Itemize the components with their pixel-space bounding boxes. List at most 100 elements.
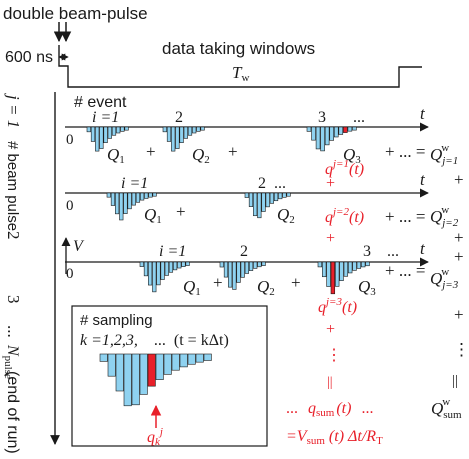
red-equals: || — [327, 375, 333, 390]
row-1-i-label-3: 3 — [318, 109, 326, 126]
sampling-inset — [71, 305, 268, 447]
row-3-pulse-1-bar — [181, 261, 186, 267]
row-2-sum-eq: + ... = — [385, 207, 425, 226]
row-2-pulse-1-bar — [148, 192, 153, 198]
row-3-i-label-1: i =1 — [159, 243, 186, 260]
right-plus-4: + — [454, 305, 464, 324]
row-3-pulse-1-bar — [143, 261, 149, 277]
sampling-bars — [99, 353, 212, 407]
row-3-pulse-3-bar — [330, 261, 336, 295]
row-1-pulse-1-bar — [86, 126, 91, 133]
row-3-pulse-1-bar — [152, 261, 157, 293]
row-1-zero: 0 — [66, 132, 74, 148]
row-2-charge-1: Q1 — [144, 205, 162, 226]
row-2-pulse-1-bar — [152, 192, 157, 197]
row-3-pulse-1-bar — [168, 261, 174, 273]
row-1-pulse-1-bar — [95, 126, 100, 152]
row-2-charge-2: Q2 — [277, 205, 295, 226]
row-2-right-plus: + — [454, 228, 464, 247]
row-1-pulse-1-bar — [124, 126, 129, 131]
red-plus-4: + — [326, 321, 335, 338]
row-2-zero: 0 — [66, 198, 74, 214]
sampling-k-list: k =1,2,3,... (t = kΔt) — [80, 332, 229, 349]
row-1-pulse-3-bar — [343, 126, 348, 133]
pulse-2-label: 2 — [4, 231, 23, 240]
row-3-pulse-3-bar — [335, 261, 340, 287]
row-3-charge-1: Q1 — [183, 277, 201, 298]
row-2-plus-1: + — [176, 202, 186, 221]
header-label: double beam-pulse — [3, 4, 148, 23]
row-2-pulse-2-bar — [244, 192, 249, 198]
row-2-window-charge: Qw j=2 — [430, 204, 459, 229]
row-2-pulse-1-bar — [140, 192, 145, 201]
row-1-charge-1: Q1 — [107, 145, 125, 166]
row-3-pulse-2-bar — [261, 261, 266, 266]
row-1-sum-eq: + ... = — [385, 142, 425, 161]
row-1-i-label-1: i =1 — [92, 109, 119, 126]
row-3-sum-eq: + ... = — [385, 261, 425, 280]
row-1-pulse-3-bar — [320, 126, 325, 152]
window-width-label: Tw — [232, 63, 249, 84]
row-2-pulse-1-bar — [110, 192, 116, 206]
row-3-pulse-3-bar — [352, 261, 357, 271]
event-heading: # event — [74, 94, 127, 111]
row-3-pulse-3-bar — [348, 261, 353, 274]
row-3-pulse-2-bar — [248, 261, 254, 271]
row-3-pulse-1-bar — [164, 261, 169, 276]
row-1-pulse-3-bar — [347, 126, 353, 132]
row-1-pulse-1-bar — [103, 126, 108, 143]
row-1-pulse-2-bar — [183, 126, 188, 139]
row-3-window-charge: Qw j=3 — [430, 266, 459, 291]
row-3-pulse-3-bar — [322, 261, 327, 278]
row-2-pulse-2-bar — [261, 192, 266, 212]
row-3-pulses — [139, 261, 370, 295]
sampling-pulse-bar — [187, 353, 196, 365]
sampling-pulse-bar — [123, 353, 132, 407]
row-1-pulse-3-bar — [352, 126, 357, 131]
row-3-pulse-3-bar — [356, 261, 362, 269]
row-3-pulse-2-bar — [232, 261, 237, 290]
row-3-red-q: qj=3(t) — [318, 296, 357, 316]
row-1-pulse-3-bar — [306, 126, 312, 132]
run-charge-label: Qw sum — [431, 396, 462, 421]
row-1-pulse-3-bar — [324, 126, 330, 146]
row-2-pulse-2-bar — [282, 192, 287, 198]
row-3-pulse-2-bar — [244, 261, 249, 274]
row-3-zero: 0 — [66, 266, 74, 282]
row-3-i-label-2: 2 — [240, 243, 248, 260]
row-2-red-q: qj=2(t) — [325, 206, 364, 226]
row-3-pulse-2-bar — [228, 261, 233, 288]
gap-label: 600 ns — [5, 49, 53, 66]
row-1-pulse-2-bar — [187, 126, 193, 136]
row-3-pulse-3-bar — [343, 261, 349, 277]
row-2-pulses — [106, 192, 291, 221]
row-2-pulse-1-bar — [131, 192, 136, 206]
row-3-charge-3: Q3 — [358, 277, 376, 298]
row-2-pulse-2-bar — [269, 192, 274, 204]
row-3-pulse-2-bar — [253, 261, 258, 269]
row-1-right-plus: + — [454, 170, 464, 189]
row-2-pulse-2-bar — [273, 192, 279, 202]
sampling-pulse-bar — [203, 353, 212, 361]
row-2-pulse-1-bar — [144, 192, 149, 199]
row-1-pulse-3-bar — [315, 126, 321, 150]
row-3-v-label: V — [73, 238, 85, 255]
row-3-pulse-1-bar — [177, 261, 182, 269]
row-1-charge-2: Q2 — [192, 145, 210, 166]
row-1-plus-2: + — [228, 142, 238, 161]
row-3-charge-2: Q2 — [257, 277, 275, 298]
row-3-pulse-3-bar — [326, 261, 331, 287]
row-1-pulse-1-bar — [111, 126, 117, 136]
end-of-run-label: (end of run) — [4, 371, 21, 454]
row-1-red-q: qj=1(t) — [325, 158, 364, 178]
row-2-pulse-2-bar — [257, 192, 262, 219]
row-1-pulse-1-bar — [116, 126, 121, 134]
row-2-pulse-2-bar — [248, 192, 254, 207]
row-2-right-plus-b: + — [454, 247, 464, 266]
row-3-pulse-1-bar — [173, 261, 178, 271]
row-2-pulse-2-bar — [286, 192, 291, 197]
row-1-window-charge: Qw j=1 — [430, 142, 458, 167]
right-vertical-dots: ⋮ — [453, 340, 469, 359]
